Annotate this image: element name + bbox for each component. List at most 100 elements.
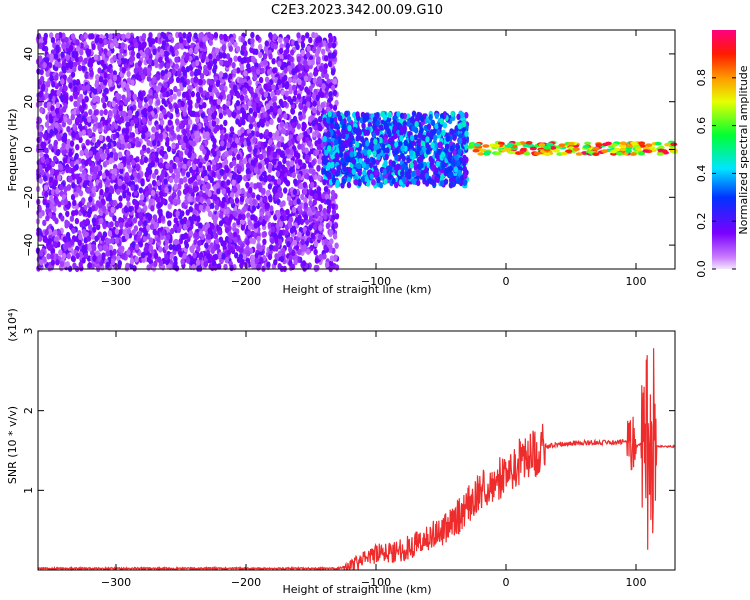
heatmap-cell (178, 151, 184, 158)
heatmap-cell (223, 35, 228, 42)
heatmap-cell (102, 231, 108, 238)
heatmap-cell (253, 222, 258, 229)
heatmap-cell (68, 175, 73, 182)
heatmap-cell (184, 91, 189, 98)
heatmap-cell (70, 114, 76, 121)
heatmap-cell (204, 68, 209, 76)
heatmap-cell (45, 202, 50, 210)
heatmap-cell (83, 32, 89, 40)
heatmap-cell (305, 32, 310, 39)
heatmap-cell (290, 49, 295, 56)
heatmap-cell (108, 244, 114, 252)
heatmap-cell (302, 162, 307, 170)
heatmap-cell (125, 83, 130, 90)
heatmap-cell (38, 212, 43, 219)
heatmap-cell (152, 214, 158, 221)
heatmap-cell (232, 68, 237, 75)
heatmap-cell (170, 129, 175, 136)
heatmap-cell (215, 47, 220, 54)
heatmap-cell (210, 202, 215, 209)
heatmap-cell (182, 69, 187, 77)
heatmap-cell (334, 264, 340, 271)
heatmap-cell (110, 206, 115, 213)
heatmap-cell (133, 67, 138, 75)
heatmap-cell (122, 229, 127, 237)
heatmap-cell (63, 198, 68, 205)
heatmap-cell (114, 221, 120, 228)
heatmap-cell (158, 132, 163, 140)
heatmap-cell (271, 58, 276, 65)
heatmap-cell (53, 139, 58, 147)
heatmap-cell (69, 44, 74, 52)
heatmap-cell (91, 136, 96, 143)
heatmap-cell (313, 69, 319, 77)
heatmap-cell (168, 243, 173, 251)
heatmap-cell (42, 198, 47, 206)
heatmap-cell (174, 245, 179, 252)
heatmap-cell (141, 33, 147, 40)
heatmap-cell (179, 36, 184, 44)
heatmap-cell (300, 49, 305, 57)
heatmap-cell (273, 106, 278, 114)
heatmap-cell (158, 162, 164, 169)
heatmap-cell (83, 57, 88, 65)
heatmap-cell (85, 84, 91, 91)
heatmap-cell (229, 82, 234, 89)
heatmap-cell (268, 53, 273, 60)
heatmap-cell (97, 122, 102, 129)
heatmap-cell (84, 148, 89, 155)
heatmap-cell (117, 58, 122, 65)
heatmap-cell (172, 198, 177, 205)
heatmap-cell (147, 58, 152, 65)
heatmap-cell (243, 94, 249, 102)
heatmap-cell (258, 153, 264, 161)
heatmap-cell (275, 130, 280, 137)
heatmap-cell (173, 238, 179, 246)
heatmap-cell (114, 237, 120, 244)
heatmap-cell (281, 128, 287, 135)
heatmap-cell (173, 217, 178, 224)
heatmap-cell (174, 43, 180, 50)
heatmap-cell (251, 205, 257, 212)
heatmap-cell (194, 185, 199, 192)
heatmap-cell (99, 188, 104, 196)
heatmap-cell (193, 32, 198, 39)
heatmap-cell (307, 59, 312, 66)
heatmap-cell (271, 226, 276, 233)
heatmap-cell (283, 176, 288, 184)
heatmap-cell (256, 264, 261, 271)
heatmap-cell (78, 233, 83, 240)
heatmap-cell (87, 49, 92, 56)
heatmap-cell (68, 150, 73, 157)
heatmap-cell (175, 172, 180, 180)
heatmap-cell (133, 199, 138, 206)
heatmap-cell (162, 32, 167, 40)
heatmap-cell (182, 233, 187, 240)
heatmap-cell (211, 260, 217, 267)
heatmap-cell (39, 259, 44, 266)
heatmap-cell (78, 105, 84, 112)
heatmap-cell (98, 148, 103, 155)
heatmap-cell (301, 80, 306, 87)
heatmap-cell (188, 47, 193, 55)
heatmap-cell (48, 143, 53, 150)
heatmap-cell (191, 214, 196, 221)
heatmap-cell (53, 241, 58, 248)
heatmap-cell (143, 156, 149, 163)
heatmap-cell (247, 133, 253, 140)
heatmap-cell (165, 162, 170, 170)
heatmap-cell (135, 163, 140, 170)
heatmap-cell (50, 160, 56, 168)
heatmap-cell (47, 237, 52, 245)
heatmap-cell (226, 108, 231, 116)
heatmap-cell (100, 153, 105, 160)
heatmap-cell (158, 56, 163, 63)
heatmap-cell (255, 96, 260, 104)
heatmap-cell (41, 83, 46, 90)
heatmap-cell (122, 110, 127, 118)
heatmap-cell (228, 149, 233, 156)
heatmap-cell (49, 53, 54, 60)
heatmap-cell (81, 129, 87, 136)
heatmap-cell (239, 136, 245, 143)
